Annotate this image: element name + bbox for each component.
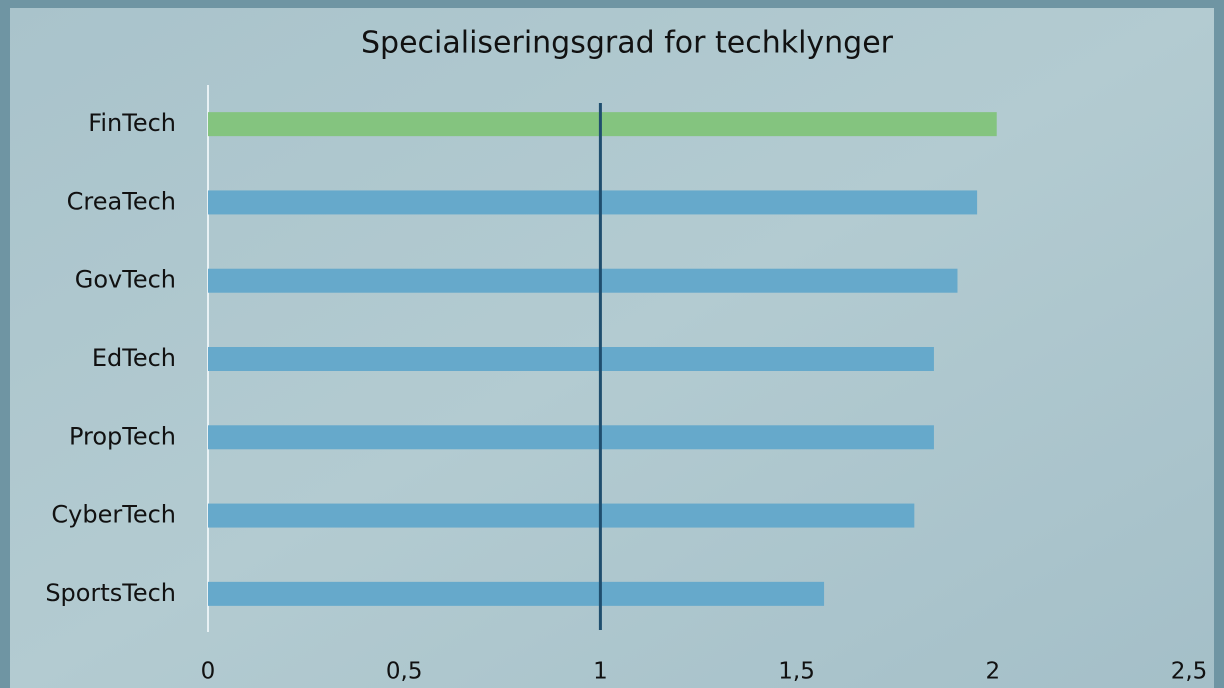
bar <box>208 190 978 215</box>
bar <box>208 347 934 371</box>
bar <box>208 112 997 137</box>
y-tick-label: CreaTech <box>67 187 176 215</box>
y-tick-label: PropTech <box>69 422 176 450</box>
bar <box>208 268 958 293</box>
y-tick-label: EdTech <box>92 344 176 372</box>
x-tick-label: 1,5 <box>778 659 815 685</box>
x-tick-label: 1 <box>593 659 608 685</box>
bar <box>208 581 825 606</box>
y-tick-label: CyberTech <box>51 501 176 529</box>
x-tick-label: 0 <box>201 659 216 685</box>
bar <box>208 425 934 450</box>
y-tick-label: GovTech <box>75 266 176 294</box>
x-tick-label: 2,5 <box>1171 659 1208 685</box>
chart-title: Specialiseringsgrad for techklynger <box>361 26 894 61</box>
y-tick-label: SportsTech <box>45 579 176 607</box>
bar <box>208 503 915 528</box>
x-tick-label: 0,5 <box>386 659 423 685</box>
x-tick-label: 2 <box>985 659 1000 685</box>
y-tick-label: FinTech <box>88 109 176 137</box>
